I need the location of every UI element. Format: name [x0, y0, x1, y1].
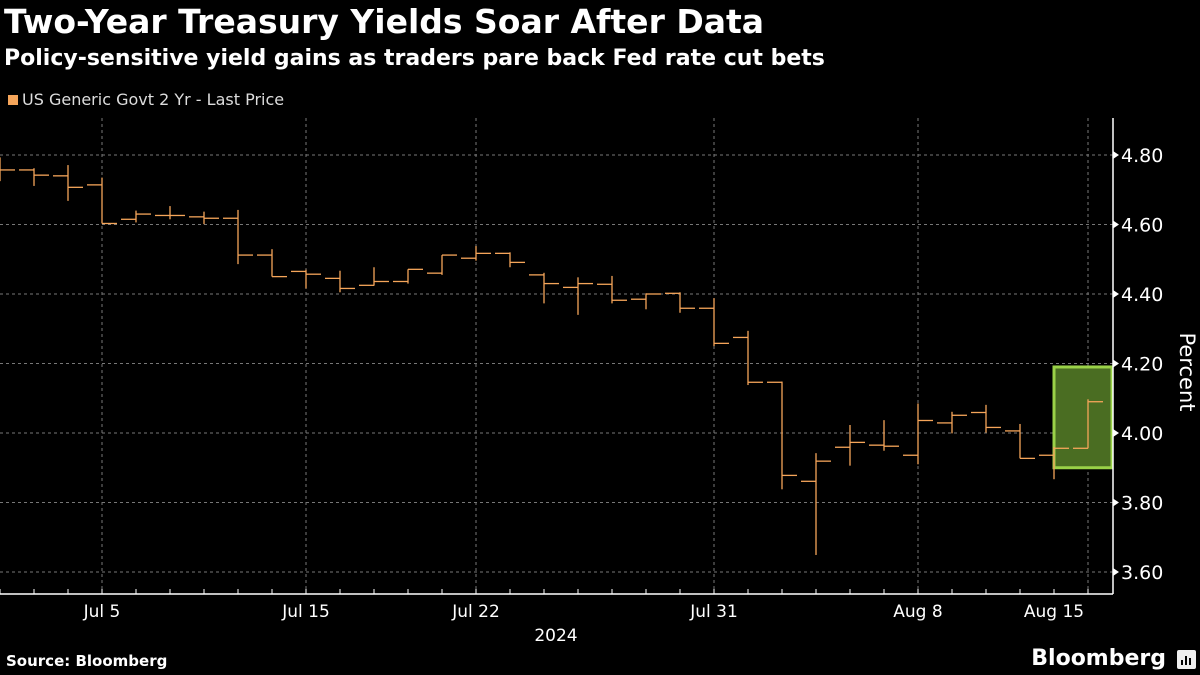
ohlc-bar [53, 165, 83, 201]
legend-swatch [8, 94, 18, 105]
ohlc-bar [257, 249, 287, 278]
y-tick-mark [1113, 220, 1119, 229]
x-tick-label: Jul 15 [281, 602, 330, 622]
x-tick-label: Jul 5 [83, 602, 121, 622]
ohlc-bar [427, 254, 457, 275]
ohlc-bar [903, 403, 933, 465]
ohlc-bar [767, 381, 797, 490]
y-tick-mark [1113, 151, 1119, 159]
ohlc-bar [529, 272, 559, 304]
x-tick-label: Aug 15 [1024, 602, 1084, 622]
ohlc-bar [563, 277, 593, 315]
ohlc-bar [189, 211, 219, 225]
ohlc-bar [87, 177, 117, 225]
ohlc-bar [223, 209, 253, 265]
x-axis-label: 2024 [534, 626, 577, 646]
y-tick-label: 3.60 [1121, 562, 1163, 584]
ohlc-bar [971, 404, 1001, 433]
ohlc-bar [359, 267, 389, 286]
y-tick-label: 4.40 [1121, 284, 1163, 306]
ohlc-bar [393, 268, 423, 284]
chart-title: Two-Year Treasury Yields Soar After Data [4, 2, 765, 41]
y-tick-label: 3.80 [1121, 493, 1163, 515]
ohlc-bar [1073, 399, 1103, 449]
ohlc-bar [155, 206, 185, 220]
ohlc-bar [121, 210, 151, 223]
legend-label: US Generic Govt 2 Yr - Last Price [22, 90, 285, 109]
ohlc-bar [699, 298, 729, 347]
y-tick-mark [1113, 359, 1119, 368]
ohlc-bar [291, 269, 321, 289]
chart-subtitle: Policy-sensitive yield gains as traders … [4, 46, 825, 71]
y-tick-mark [1113, 498, 1119, 507]
ohlc-bar [665, 292, 695, 313]
x-tick-label: Aug 8 [893, 602, 942, 622]
ohlc-bar [19, 168, 49, 186]
y-tick-label: 4.60 [1121, 215, 1163, 237]
bloomberg-logo: Bloomberg [1031, 646, 1166, 671]
ohlc-bar [0, 157, 15, 182]
ohlc-bar [937, 411, 967, 434]
ohlc-bar [1005, 423, 1035, 460]
ohlc-bar [597, 275, 627, 304]
y-tick-mark [1113, 290, 1119, 298]
ohlc-bar [801, 453, 831, 555]
source-note: Source: Bloomberg [6, 652, 168, 670]
ohlc-bar [325, 270, 355, 293]
x-tick-label: Jul 22 [451, 602, 500, 622]
ohlc-bar [461, 246, 491, 261]
ohlc-bar [1039, 446, 1069, 480]
y-tick-mark [1113, 429, 1119, 437]
y-tick-mark [1113, 568, 1119, 576]
ohlc-bar [733, 330, 763, 386]
x-tick-label: Jul 31 [689, 602, 738, 622]
highlight-box [1052, 365, 1114, 470]
y-tick-label: 4.20 [1121, 354, 1163, 376]
ohlc-bar [835, 425, 865, 466]
ohlc-bar [631, 293, 661, 310]
bloomberg-chart-icon [1177, 650, 1196, 669]
legend: US Generic Govt 2 Yr - Last Price [8, 90, 284, 109]
ohlc-bar [869, 420, 899, 451]
y-tick-label: 4.80 [1121, 145, 1163, 167]
y-tick-label: 4.00 [1121, 423, 1163, 445]
ohlc-bar [495, 252, 525, 268]
y-axis-label: Percent [1175, 332, 1199, 411]
